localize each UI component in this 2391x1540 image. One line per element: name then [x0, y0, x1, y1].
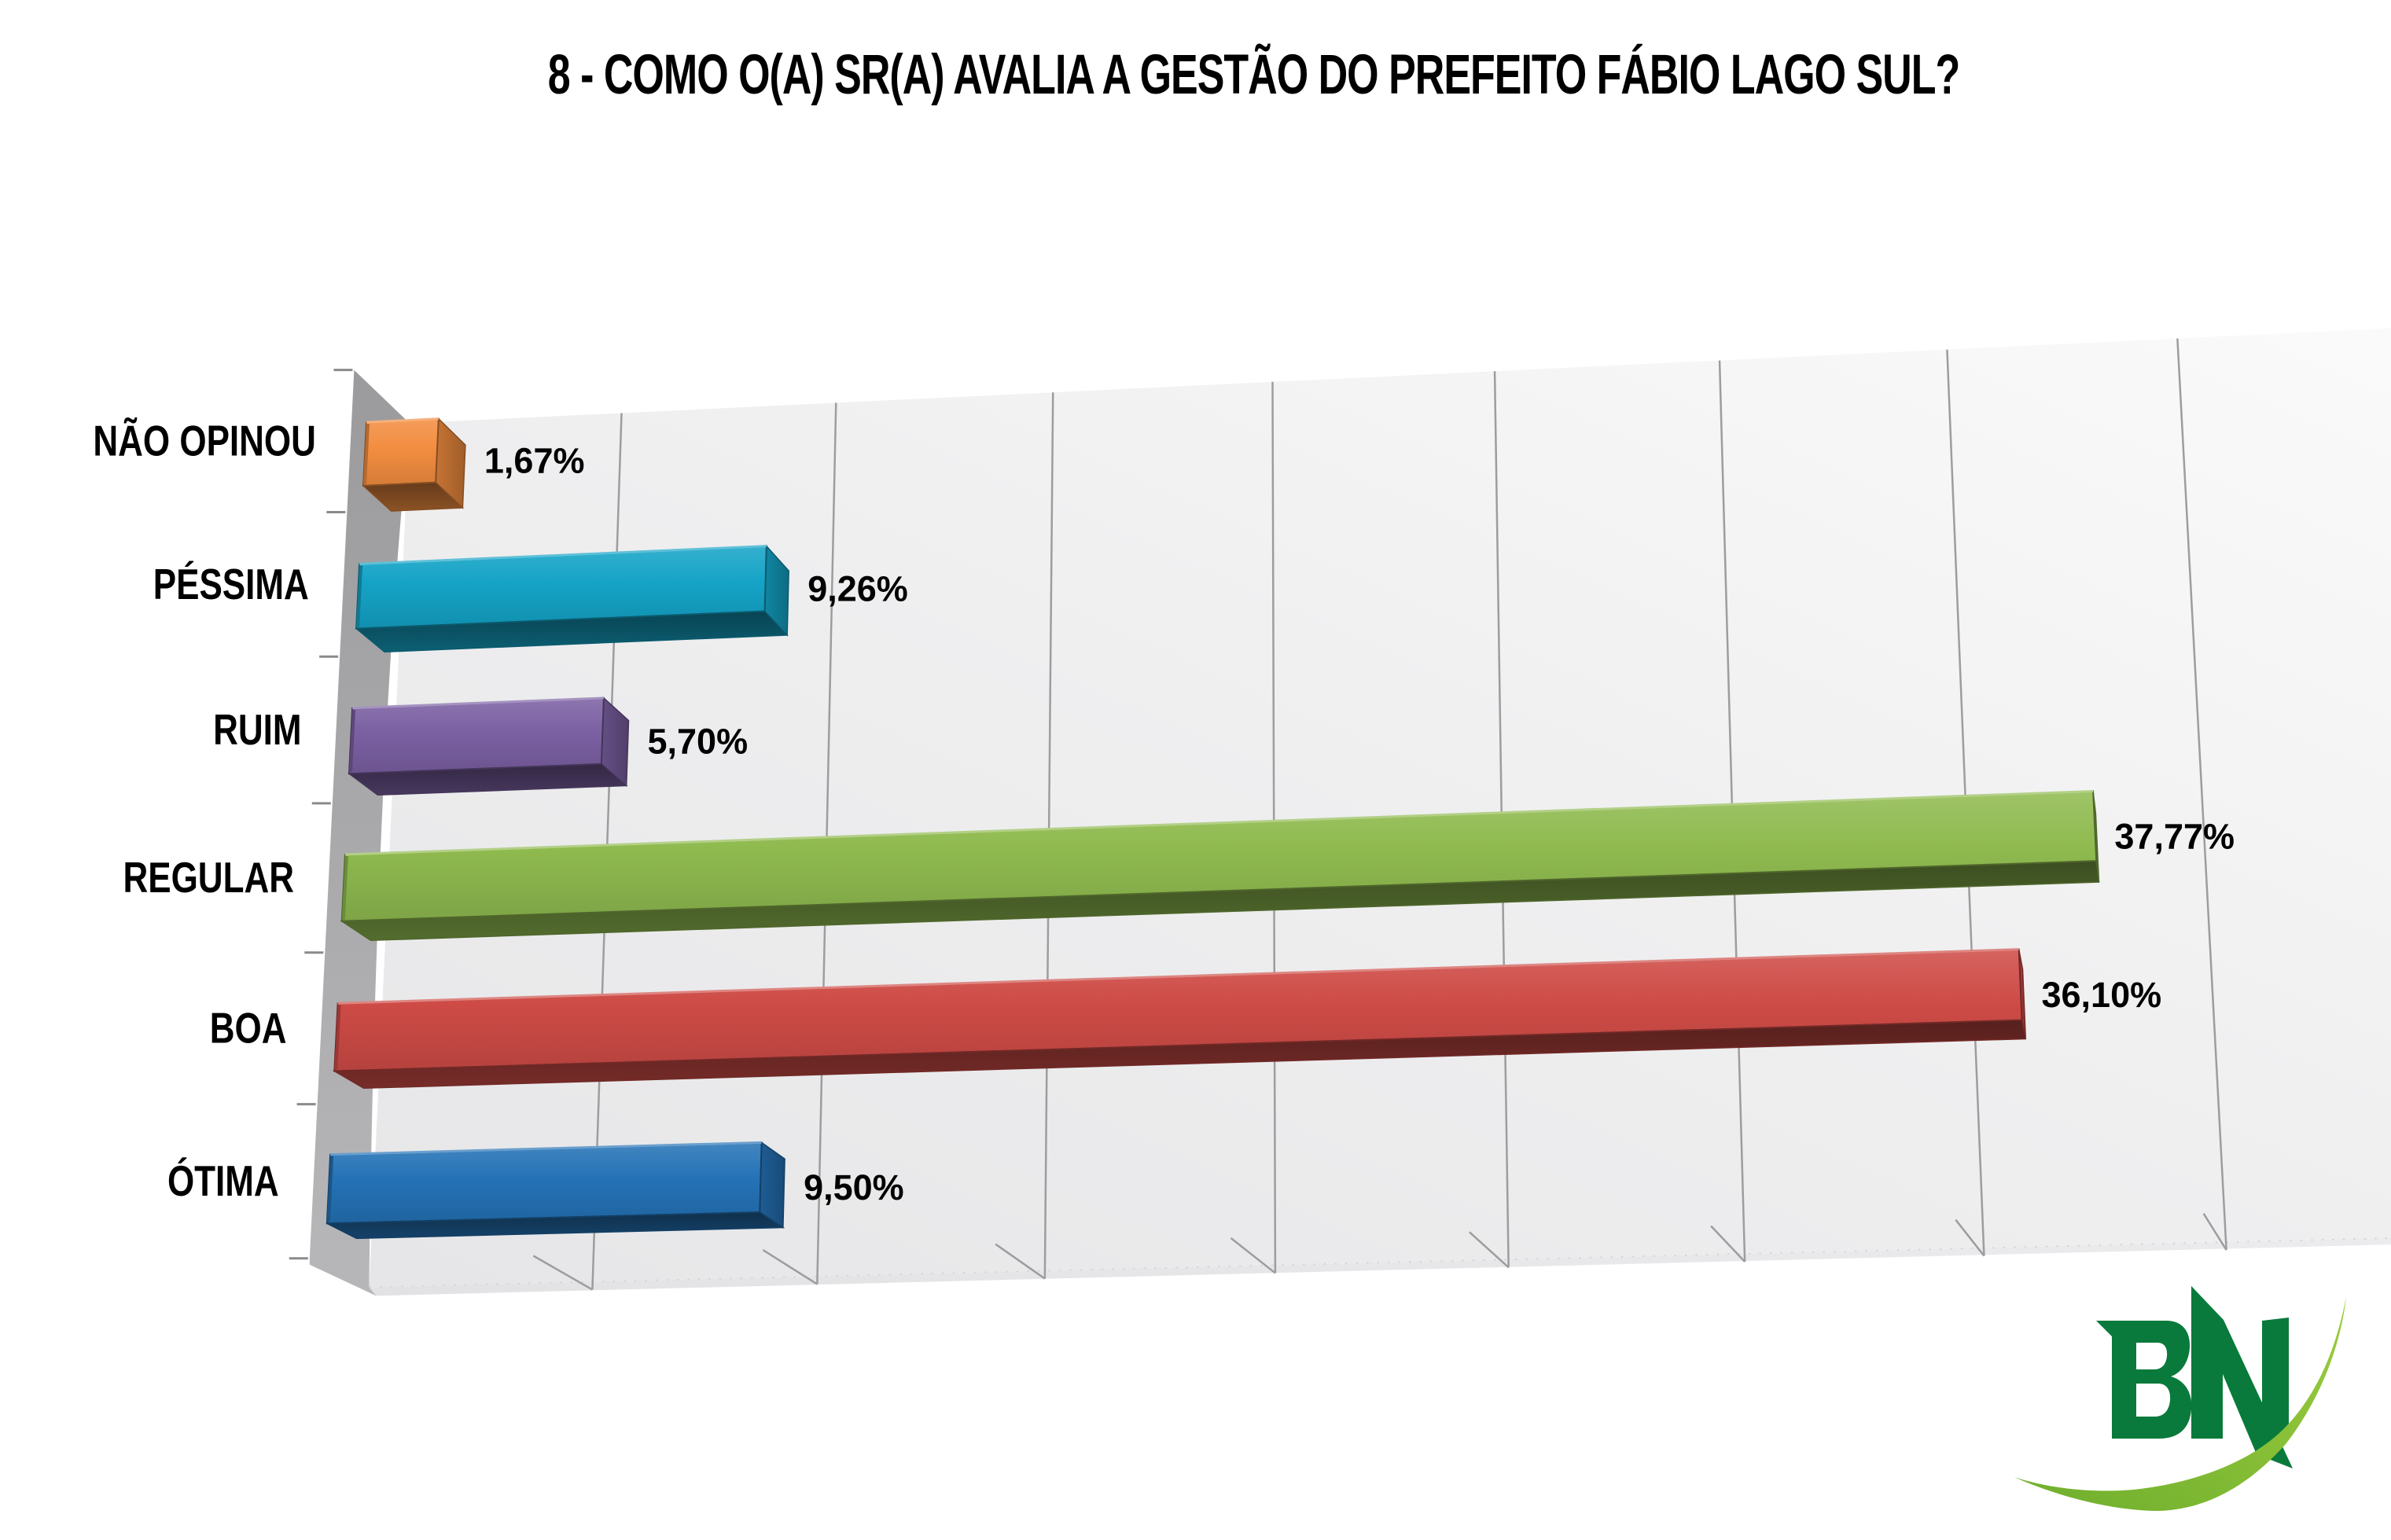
logo-letter-n: [2191, 1286, 2293, 1468]
logo-n-diagonal: [2191, 1286, 2293, 1468]
bar-front-face: [362, 417, 440, 487]
bar-top-highlight: [337, 948, 2019, 1005]
category-label-1: PÉSSIMA: [153, 560, 309, 608]
floor: [309, 1237, 2391, 1296]
bar-left-shadow: [348, 709, 356, 773]
category-label-3: REGULAR: [123, 853, 294, 902]
bar-row-0: 1,67% NÃO OPINOU: [93, 417, 585, 512]
bar-front-face: [326, 1141, 763, 1225]
bar-left-shadow: [356, 565, 363, 627]
value-axis-tick-v15: [995, 1243, 1046, 1280]
bn-logo: [2014, 1286, 2346, 1511]
value-axis-tick-v30: [1710, 1225, 1746, 1263]
value-axis-tick-v5: [532, 1255, 594, 1291]
bar-row-2: 5,70% RUIM: [213, 696, 749, 796]
bar-left-shadow: [334, 1005, 341, 1070]
value-label-0: 1,67%: [484, 441, 585, 481]
bar-left-shadow: [363, 423, 370, 484]
category-label-0: NÃO OPINOU: [93, 417, 316, 465]
value-label-4: 36,10%: [2042, 975, 2162, 1015]
value-axis-tick-v25: [1469, 1231, 1510, 1269]
logo-swoosh: [2014, 1297, 2346, 1511]
value-axis-tick-v35: [1955, 1218, 1985, 1257]
gridline-v40: [2176, 338, 2227, 1251]
category-label-5: ÓTIMA: [167, 1156, 279, 1205]
bar-top-highlight: [330, 1141, 762, 1156]
value-axis-tick-v20: [1230, 1237, 1276, 1274]
bar-row-4: 36,10% BOA: [210, 948, 2162, 1090]
value-label-5: 9,50%: [804, 1167, 904, 1207]
value-label-2: 5,70%: [648, 721, 749, 761]
chart-title: 8 - COMO O(A) SR(A) AVALIA A GESTÃO DO P…: [547, 43, 1961, 107]
value-label-1: 9,26%: [807, 569, 908, 609]
bn-logo-letters: [2096, 1286, 2293, 1468]
category-label-4: BOA: [210, 1004, 287, 1053]
value-axis-tick-v10: [762, 1249, 818, 1285]
logo-n-right-stem: [2262, 1318, 2289, 1439]
bar-row-5: 9,50% ÓTIMA: [167, 1141, 904, 1240]
value-label-3: 37,77%: [2114, 816, 2235, 856]
bar-top-highlight: [359, 545, 767, 565]
bar-row-1: 9,26% PÉSSIMA: [153, 544, 908, 653]
bar-row-3: 37,77% REGULAR: [123, 790, 2235, 942]
category-label-2: RUIM: [213, 705, 301, 754]
bar-left-shadow: [341, 855, 348, 920]
bar-front-face: [348, 696, 605, 775]
value-axis-tick-v40: [2202, 1213, 2227, 1251]
bar-top-highlight: [366, 417, 439, 424]
bar-top-highlight: [352, 696, 604, 710]
bar-top-highlight: [344, 790, 2094, 856]
bar-left-shadow: [326, 1156, 334, 1222]
logo-letter-b: [2096, 1321, 2192, 1439]
